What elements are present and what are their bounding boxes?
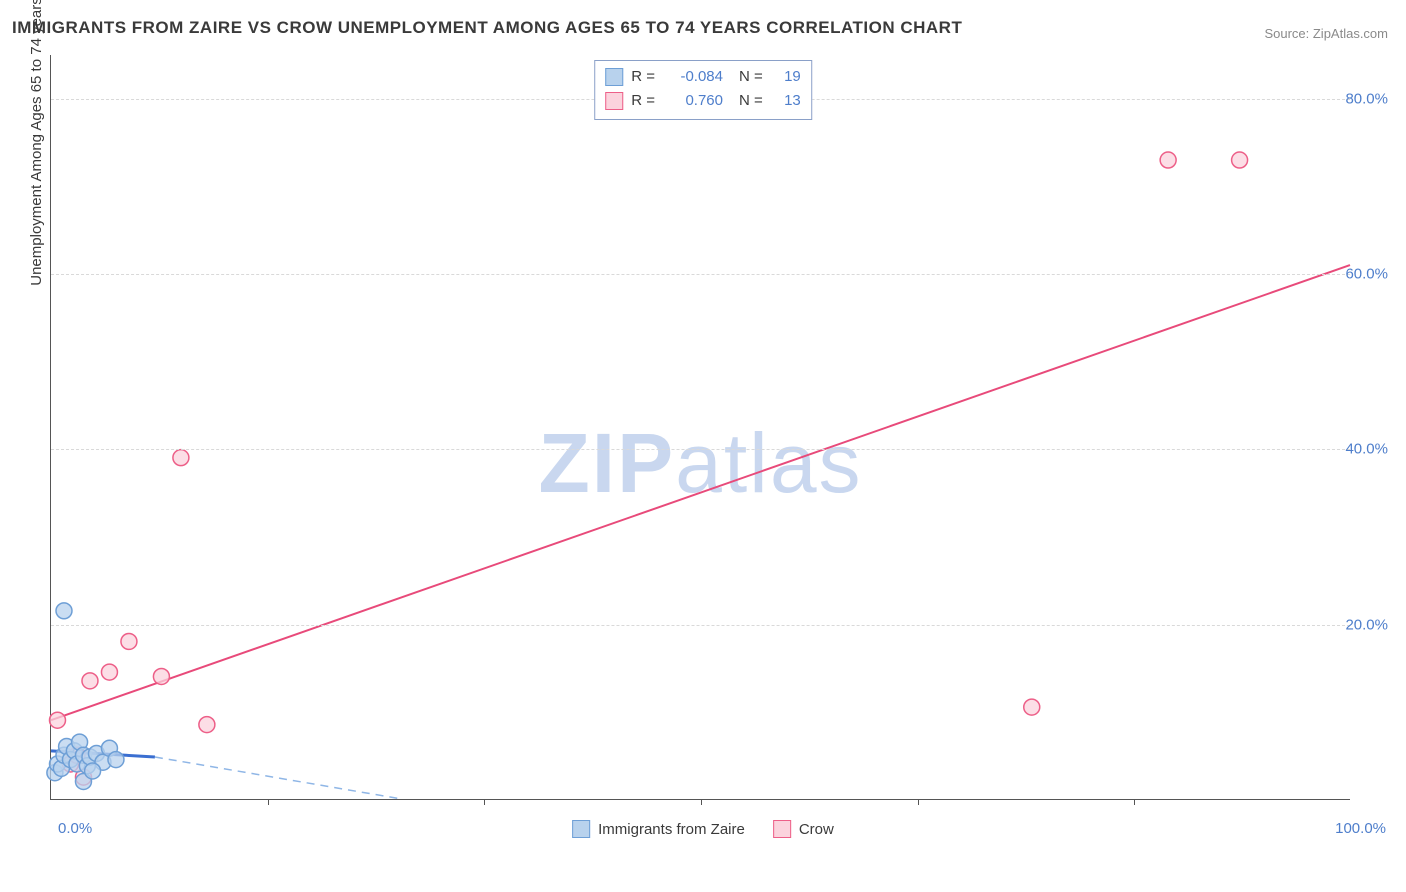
gridline-h [51, 449, 1350, 450]
data-point-zaire [108, 752, 124, 768]
source-label: Source: [1264, 26, 1312, 41]
correlation-legend: R = -0.084 N = 19 R = 0.760 N = 13 [594, 60, 812, 120]
data-point-crow [153, 668, 169, 684]
x-tick [701, 799, 702, 805]
data-point-crow [101, 664, 117, 680]
y-tick-label: 40.0% [1345, 441, 1388, 458]
data-point-crow [1232, 152, 1248, 168]
data-point-crow [199, 717, 215, 733]
r-value-zaire: -0.084 [663, 65, 723, 89]
data-point-crow [82, 673, 98, 689]
legend-item-zaire: Immigrants from Zaire [572, 820, 745, 838]
legend-label-zaire: Immigrants from Zaire [598, 821, 745, 838]
gridline-h [51, 625, 1350, 626]
legend-swatch-zaire [605, 68, 623, 86]
legend-swatch-crow [773, 820, 791, 838]
legend-label-crow: Crow [799, 821, 834, 838]
data-point-zaire [85, 763, 101, 779]
r-label: R = [631, 65, 655, 89]
chart-svg [51, 55, 1350, 799]
y-axis-title: Unemployment Among Ages 65 to 74 years [28, 0, 45, 286]
n-label: N = [739, 65, 763, 89]
y-tick-label: 80.0% [1345, 90, 1388, 107]
n-label: N = [739, 89, 763, 113]
extrapolation-line-zaire [155, 757, 402, 799]
correlation-legend-row-crow: R = 0.760 N = 13 [605, 89, 801, 113]
data-point-zaire [56, 603, 72, 619]
legend-item-crow: Crow [773, 820, 834, 838]
legend-swatch-crow [605, 92, 623, 110]
y-tick-label: 60.0% [1345, 266, 1388, 283]
correlation-legend-row-zaire: R = -0.084 N = 19 [605, 65, 801, 89]
y-tick-label: 20.0% [1345, 616, 1388, 633]
gridline-h [51, 274, 1350, 275]
data-point-crow [121, 633, 137, 649]
data-point-crow [173, 450, 189, 466]
x-tick [484, 799, 485, 805]
chart-title: IMMIGRANTS FROM ZAIRE VS CROW UNEMPLOYME… [12, 18, 962, 38]
data-point-crow [1160, 152, 1176, 168]
r-value-crow: 0.760 [663, 89, 723, 113]
x-tick [918, 799, 919, 805]
regression-line-crow [51, 265, 1350, 720]
x-axis-min-label: 0.0% [58, 820, 92, 837]
source-value: ZipAtlas.com [1313, 26, 1388, 41]
x-tick [1134, 799, 1135, 805]
x-tick [268, 799, 269, 805]
source-attribution: Source: ZipAtlas.com [1264, 26, 1388, 41]
n-value-zaire: 19 [771, 65, 801, 89]
data-point-crow [1024, 699, 1040, 715]
series-legend: Immigrants from Zaire Crow [572, 820, 834, 838]
r-label: R = [631, 89, 655, 113]
legend-swatch-zaire [572, 820, 590, 838]
plot-area: ZIPatlas [50, 55, 1350, 800]
x-axis-max-label: 100.0% [1335, 820, 1386, 837]
data-point-crow [50, 712, 66, 728]
n-value-crow: 13 [771, 89, 801, 113]
